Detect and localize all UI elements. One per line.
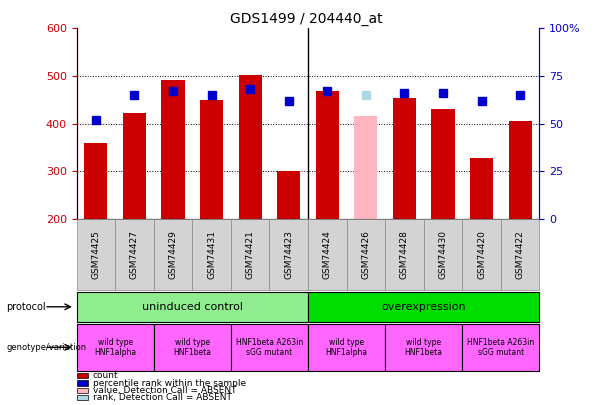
Text: GSM74430: GSM74430 bbox=[438, 230, 447, 279]
Text: GSM74421: GSM74421 bbox=[246, 230, 254, 279]
Text: GSM74431: GSM74431 bbox=[207, 230, 216, 279]
Bar bbox=[85, 143, 107, 219]
Bar bbox=[238, 75, 262, 219]
Bar bbox=[470, 158, 493, 219]
Bar bbox=[200, 100, 223, 219]
Bar bbox=[277, 171, 300, 219]
Bar bbox=[316, 91, 339, 219]
Text: GSM74420: GSM74420 bbox=[477, 230, 486, 279]
Text: wild type
HNF1alpha: wild type HNF1alpha bbox=[326, 338, 368, 357]
Text: GSM74429: GSM74429 bbox=[169, 230, 178, 279]
Text: overexpression: overexpression bbox=[381, 302, 466, 312]
Text: wild type
HNF1beta: wild type HNF1beta bbox=[173, 338, 211, 357]
Text: GSM74425: GSM74425 bbox=[91, 230, 101, 279]
Text: protocol: protocol bbox=[6, 302, 46, 312]
Text: genotype/variation: genotype/variation bbox=[6, 343, 86, 352]
Text: GSM74423: GSM74423 bbox=[284, 230, 293, 279]
Text: uninduced control: uninduced control bbox=[142, 302, 243, 312]
Bar bbox=[509, 121, 531, 219]
Text: GDS1499 / 204440_at: GDS1499 / 204440_at bbox=[230, 12, 383, 26]
Text: GSM74424: GSM74424 bbox=[323, 230, 332, 279]
Text: count: count bbox=[93, 371, 118, 380]
Bar bbox=[393, 98, 416, 219]
Text: GSM74428: GSM74428 bbox=[400, 230, 409, 279]
Text: GSM74427: GSM74427 bbox=[130, 230, 139, 279]
Bar bbox=[432, 109, 455, 219]
Text: wild type
HNF1beta: wild type HNF1beta bbox=[405, 338, 443, 357]
Bar bbox=[354, 116, 378, 219]
Bar bbox=[161, 80, 185, 219]
Text: GSM74422: GSM74422 bbox=[516, 230, 525, 279]
Text: HNF1beta A263in
sGG mutant: HNF1beta A263in sGG mutant bbox=[236, 338, 303, 357]
Text: value, Detection Call = ABSENT: value, Detection Call = ABSENT bbox=[93, 386, 236, 395]
Text: HNF1beta A263in
sGG mutant: HNF1beta A263in sGG mutant bbox=[467, 338, 535, 357]
Text: wild type
HNF1alpha: wild type HNF1alpha bbox=[94, 338, 136, 357]
Text: GSM74426: GSM74426 bbox=[362, 230, 370, 279]
Bar bbox=[123, 113, 146, 219]
Text: rank, Detection Call = ABSENT: rank, Detection Call = ABSENT bbox=[93, 393, 232, 402]
Text: percentile rank within the sample: percentile rank within the sample bbox=[93, 379, 246, 388]
